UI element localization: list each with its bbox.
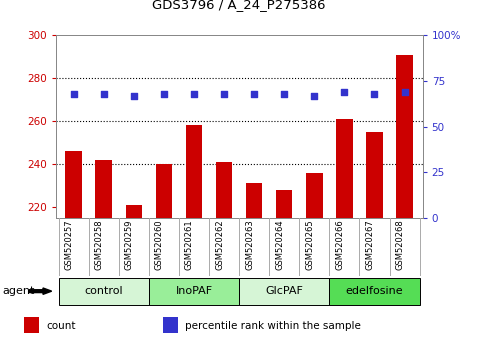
Bar bbox=[24, 317, 40, 333]
Bar bbox=[216, 162, 232, 354]
Text: GSM520260: GSM520260 bbox=[155, 219, 164, 270]
Bar bbox=[396, 55, 413, 354]
Point bbox=[250, 91, 258, 97]
Text: GSM520257: GSM520257 bbox=[65, 219, 73, 270]
Text: GSM520264: GSM520264 bbox=[275, 219, 284, 270]
Text: percentile rank within the sample: percentile rank within the sample bbox=[185, 321, 361, 331]
Text: GSM520262: GSM520262 bbox=[215, 219, 224, 270]
Text: agent: agent bbox=[2, 286, 35, 296]
Text: GSM520258: GSM520258 bbox=[95, 219, 104, 270]
Point bbox=[100, 91, 108, 97]
FancyBboxPatch shape bbox=[149, 278, 239, 305]
Point bbox=[370, 91, 378, 97]
Text: InoPAF: InoPAF bbox=[175, 286, 213, 296]
Text: GSM520263: GSM520263 bbox=[245, 219, 254, 270]
Point bbox=[311, 93, 318, 98]
Text: edelfosine: edelfosine bbox=[346, 286, 403, 296]
Bar bbox=[156, 164, 172, 354]
Point bbox=[341, 89, 348, 95]
Text: GSM520259: GSM520259 bbox=[125, 219, 134, 270]
Point bbox=[220, 91, 228, 97]
FancyBboxPatch shape bbox=[239, 278, 329, 305]
Bar bbox=[336, 119, 353, 354]
Bar bbox=[246, 183, 262, 354]
Bar bbox=[126, 205, 142, 354]
Point bbox=[160, 91, 168, 97]
Bar bbox=[366, 132, 383, 354]
FancyBboxPatch shape bbox=[329, 278, 420, 305]
Point bbox=[401, 89, 409, 95]
Text: GSM520266: GSM520266 bbox=[335, 219, 344, 270]
Text: count: count bbox=[46, 321, 75, 331]
Bar bbox=[306, 173, 323, 354]
Point bbox=[130, 93, 138, 98]
Text: GSM520267: GSM520267 bbox=[366, 219, 374, 270]
Text: GlcPAF: GlcPAF bbox=[265, 286, 303, 296]
Bar bbox=[185, 125, 202, 354]
Bar bbox=[163, 317, 179, 333]
Bar bbox=[65, 151, 82, 354]
Text: GSM520265: GSM520265 bbox=[305, 219, 314, 270]
Bar bbox=[276, 190, 293, 354]
Point bbox=[280, 91, 288, 97]
Point bbox=[190, 91, 198, 97]
Text: GSM520268: GSM520268 bbox=[396, 219, 405, 270]
Text: GSM520261: GSM520261 bbox=[185, 219, 194, 270]
Point bbox=[70, 91, 77, 97]
FancyBboxPatch shape bbox=[58, 278, 149, 305]
Text: control: control bbox=[85, 286, 123, 296]
Bar bbox=[96, 160, 112, 354]
Text: GDS3796 / A_24_P275386: GDS3796 / A_24_P275386 bbox=[152, 0, 326, 11]
